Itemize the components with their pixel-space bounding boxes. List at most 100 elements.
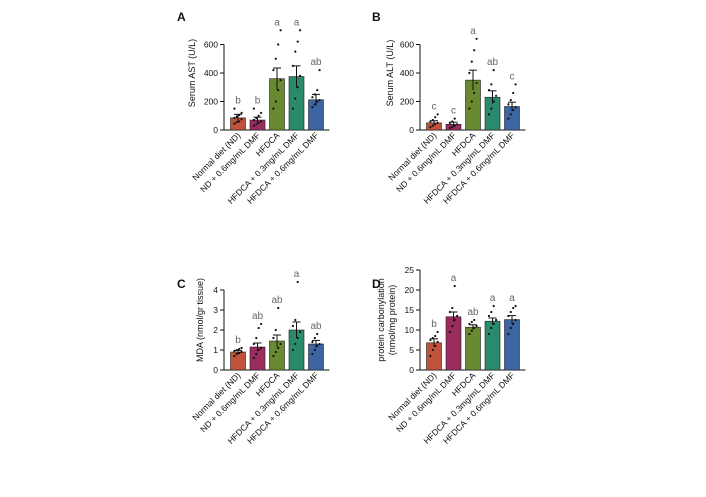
data-point [448, 126, 451, 129]
data-point [257, 121, 260, 124]
data-point [468, 107, 471, 110]
data-point [257, 348, 260, 352]
data-point [490, 310, 493, 314]
bar [504, 319, 520, 371]
data-point [238, 113, 241, 117]
panel-label-A: A [177, 10, 186, 24]
data-point [274, 100, 277, 103]
data-point [279, 342, 282, 346]
data-point [453, 318, 456, 322]
data-point [260, 111, 263, 114]
data-point [514, 318, 517, 322]
data-point [240, 111, 243, 114]
data-point [475, 81, 478, 85]
data-point [316, 332, 319, 336]
data-point [311, 352, 314, 356]
data-point [311, 340, 314, 344]
data-point [436, 113, 439, 116]
data-point [512, 306, 515, 310]
y-tick-label: 20 [405, 285, 415, 295]
data-point [260, 346, 263, 350]
significance-letter: ab [310, 321, 322, 332]
data-point [272, 336, 275, 340]
data-point [235, 352, 238, 356]
data-point [434, 344, 437, 348]
data-point [318, 98, 321, 102]
significance-letter: ab [310, 57, 322, 68]
significance-letter: a [451, 273, 457, 284]
data-point [475, 324, 478, 328]
bar [445, 316, 462, 371]
data-point [473, 318, 476, 322]
data-point [514, 106, 517, 109]
data-point [313, 348, 316, 352]
data-point [431, 336, 434, 340]
data-point [299, 29, 302, 32]
data-point [436, 121, 439, 124]
data-point [299, 330, 302, 334]
data-point [448, 330, 451, 334]
data-point [235, 115, 238, 118]
data-point [233, 122, 236, 125]
data-point [296, 336, 299, 340]
y-tick-label: 600 [204, 40, 218, 50]
data-point [240, 350, 243, 354]
data-point [509, 98, 512, 102]
data-point [238, 351, 241, 355]
data-point [490, 326, 493, 330]
significance-letter: a [294, 17, 300, 28]
data-point [240, 346, 243, 350]
data-point [294, 342, 297, 346]
data-point [429, 354, 432, 358]
data-point [240, 118, 243, 121]
data-point [277, 43, 280, 46]
data-point [272, 354, 275, 358]
data-point [492, 100, 495, 103]
data-point [294, 318, 297, 322]
y-tick-label: 400 [400, 68, 414, 78]
data-point [468, 71, 471, 75]
panel-label-D: D [372, 277, 381, 291]
data-point [507, 103, 510, 106]
data-point [492, 322, 495, 326]
data-point [260, 120, 263, 123]
data-point [252, 356, 255, 360]
y-tick-label: 15 [405, 305, 415, 315]
data-point [277, 346, 280, 350]
data-point [448, 121, 451, 124]
y-tick-label: 2 [213, 325, 218, 335]
bar [484, 320, 501, 371]
data-point [277, 89, 280, 92]
significance-letter: ab [252, 311, 264, 322]
y-tick-label: 0 [409, 365, 414, 375]
data-point [507, 332, 510, 336]
y-axis-label: Serum ALT (U/L) [385, 40, 395, 107]
data-point [274, 328, 277, 332]
data-point [233, 354, 236, 358]
data-point [257, 114, 260, 117]
data-point [318, 342, 321, 346]
significance-letter: ab [271, 295, 283, 306]
data-point [492, 69, 495, 72]
y-tick-label: 0 [213, 365, 218, 375]
data-point [272, 107, 275, 110]
data-point [470, 100, 473, 103]
data-point [294, 50, 297, 53]
data-point [431, 348, 434, 352]
significance-letter: b [235, 335, 241, 346]
significance-letter: a [274, 17, 280, 28]
data-point [473, 326, 476, 330]
y-tick-label: 200 [400, 97, 414, 107]
bar [308, 343, 324, 371]
significance-letter: ab [487, 57, 499, 68]
data-point [475, 37, 478, 40]
data-point [316, 344, 319, 348]
data-point [257, 326, 260, 330]
y-tick-label: 600 [400, 40, 414, 50]
data-point [492, 304, 495, 308]
data-point [252, 118, 255, 122]
data-point [238, 347, 241, 351]
y-axis-label: Serum AST (U/L) [187, 39, 197, 107]
data-point [252, 124, 255, 127]
